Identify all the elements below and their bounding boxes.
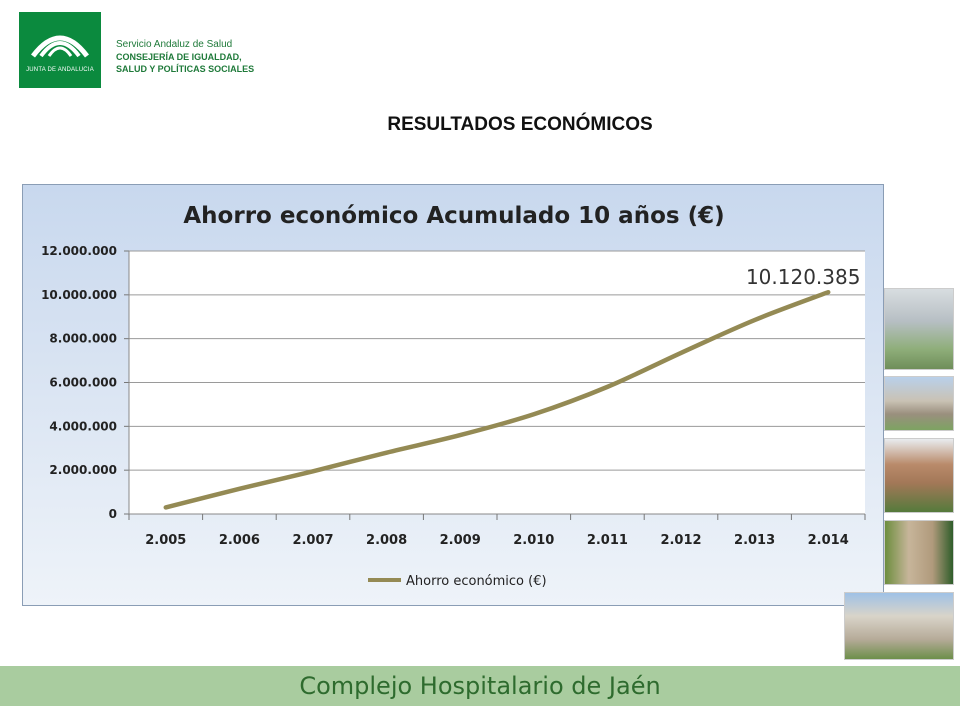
- data-point: [386, 452, 388, 454]
- hospital-photo-4: [884, 520, 954, 585]
- hospital-photo-3: [884, 438, 954, 513]
- x-tick-label: 2.008: [366, 533, 407, 548]
- junta-andalucia-logo: JUNTA DE ANDALUCIA: [19, 12, 101, 88]
- x-tick-label: 2.007: [292, 533, 333, 548]
- chart-title: Ahorro económico Acumulado 10 años (€): [183, 203, 724, 229]
- legend-label: Ahorro económico (€): [406, 574, 547, 589]
- data-point: [754, 319, 756, 321]
- x-tick-label: 2.011: [587, 533, 628, 548]
- y-axis-labels: 0 2.000.000 4.000.000 6.000.000 8.000.000 10.…: [41, 244, 117, 521]
- x-tick-label: 2.013: [734, 533, 775, 548]
- y-tick-label: 12.000.000: [41, 244, 117, 258]
- data-point: [165, 506, 167, 508]
- data-point: [680, 352, 682, 354]
- hospital-photo-strip: [840, 288, 960, 668]
- data-point: [312, 470, 314, 472]
- y-tick-label: 2.000.000: [49, 463, 117, 477]
- org-line-1: Servicio Andaluz de Salud: [116, 39, 233, 50]
- data-point: [533, 413, 535, 415]
- data-point: [459, 434, 461, 436]
- x-tick-label: 2.012: [660, 533, 701, 548]
- x-tick-label: 2.014: [808, 533, 849, 548]
- y-tick-label: 4.000.000: [49, 419, 117, 433]
- hospital-photo-2: [884, 376, 954, 431]
- x-tick-label: 2.009: [440, 533, 481, 548]
- footer-text: Complejo Hospitalario de Jaén: [299, 672, 661, 700]
- logo-caption: JUNTA DE ANDALUCIA: [26, 67, 94, 73]
- data-points: [165, 291, 829, 508]
- line-chart: Ahorro económico Acumulado 10 años (€) 0…: [41, 203, 866, 589]
- grid-lines: [124, 250, 865, 515]
- footer-bar: Complejo Hospitalario de Jaén: [0, 666, 960, 706]
- org-line-3: SALUD Y POLÍTICAS SOCIALES: [116, 64, 255, 74]
- chart-panel: Ahorro económico Acumulado 10 años (€) 0…: [22, 184, 884, 606]
- series-line-ahorro: [163, 289, 831, 510]
- data-point: [827, 291, 829, 293]
- annotation-label: 10.120.385: [746, 265, 861, 289]
- hospital-photo-5: [844, 592, 954, 660]
- x-tick-label: 2.010: [513, 533, 554, 548]
- data-point: [238, 488, 240, 490]
- y-tick-label: 0: [109, 507, 117, 521]
- x-tick-label: 2.006: [219, 533, 260, 548]
- hospital-photo-1: [884, 288, 954, 370]
- org-line-2: CONSEJERÍA DE IGUALDAD,: [116, 52, 242, 62]
- x-axis-labels: 2.005 2.006 2.007 2.008 2.009 2.010 2.011 2.012…: [128, 514, 866, 548]
- data-point: [606, 386, 608, 388]
- x-tick-label: 2.005: [145, 533, 186, 548]
- page-title: RESULTADOS ECONÓMICOS: [387, 114, 653, 135]
- y-tick-label: 6.000.000: [49, 376, 117, 390]
- y-tick-label: 10.000.000: [41, 288, 117, 302]
- organization-names: Servicio Andaluz de Salud CONSEJERÍA DE …: [116, 38, 254, 75]
- y-tick-label: 8.000.000: [49, 332, 117, 346]
